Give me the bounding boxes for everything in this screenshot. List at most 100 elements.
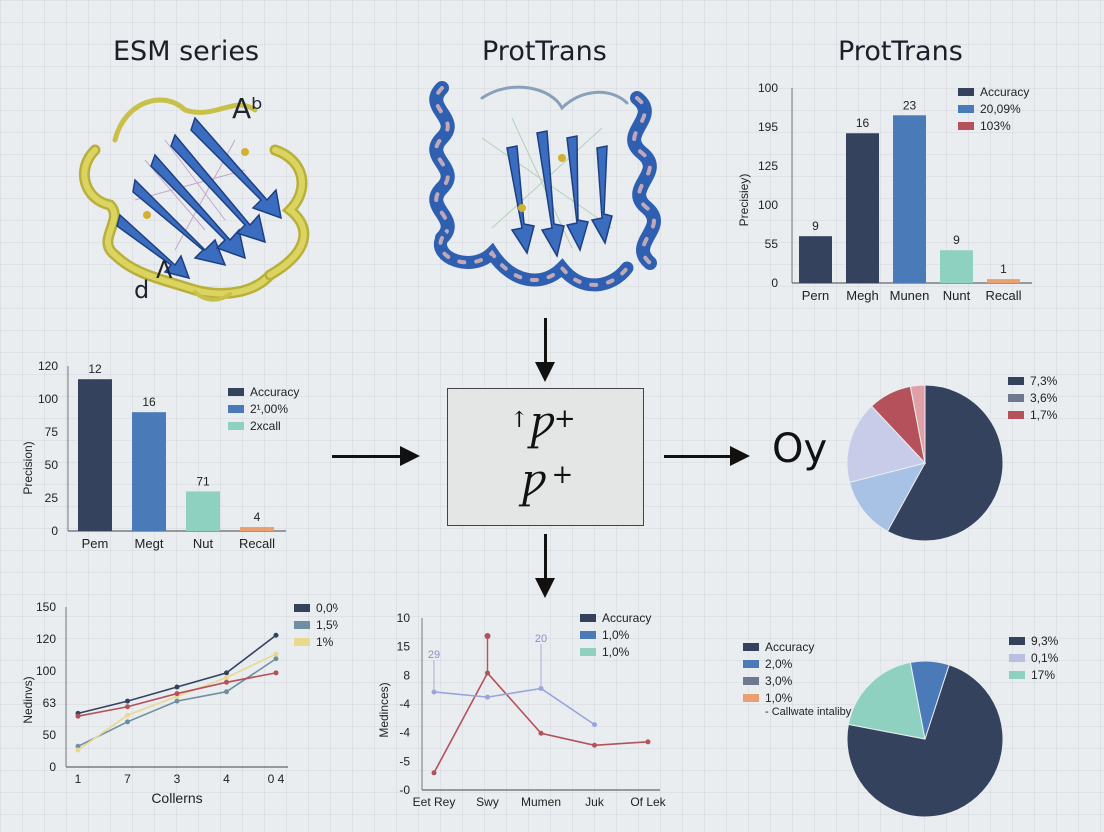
x-tick-label: Megh	[846, 288, 879, 303]
x-tick-label: 1	[75, 772, 82, 786]
x-tick-label: 3	[174, 772, 181, 786]
bar-data-label: 9	[953, 233, 960, 247]
legend-label: 1,7%	[1030, 408, 1058, 422]
formula-line-2: Ƿ +	[520, 460, 573, 508]
legend-swatch	[294, 621, 310, 629]
x-tick-label: Megt	[135, 536, 164, 551]
legend-swatch	[1009, 637, 1025, 645]
legend-label: 3,6%	[1030, 391, 1058, 405]
esm-protein-structure	[78, 97, 310, 302]
y-tick-label: 63	[43, 696, 57, 710]
legend-swatch	[743, 677, 759, 685]
pie-slice	[886, 384, 1004, 542]
spike-point	[484, 633, 491, 639]
legend-label: 103%	[980, 119, 1011, 133]
x-tick-label: 4	[223, 772, 230, 786]
data-point	[75, 747, 81, 753]
legend-label: 1,5%	[316, 618, 338, 632]
y-tick-label: 195	[758, 120, 778, 134]
y-tick-label: 25	[45, 491, 59, 505]
pie-slice	[909, 660, 950, 740]
data-point	[538, 686, 544, 692]
data-point	[592, 722, 597, 728]
arrow-right-left-line	[332, 455, 402, 458]
arrow-right-right-head	[730, 446, 750, 466]
legend-swatch	[1008, 377, 1024, 385]
bar-data-label: 1	[1000, 262, 1007, 276]
y-tick-label: 55	[765, 237, 779, 251]
x-tick-label: Pern	[802, 288, 829, 303]
x-tick-label: Swy	[476, 795, 499, 809]
y-axis-label: Nedinvs)	[21, 676, 35, 723]
data-point	[431, 770, 437, 776]
top-right-bar-chart: 0 55 100 125 195 100 Precisiey) 9 Pern 16 Megh 23 Mu…	[737, 81, 1032, 303]
y-tick-label: 125	[758, 159, 778, 173]
legend-swatch	[958, 88, 974, 96]
protein-label-d: d	[134, 276, 150, 304]
legend-swatch	[580, 648, 596, 656]
legend-label: 1,0%	[602, 628, 630, 642]
bar-data-label: 4	[254, 510, 261, 524]
y-tick-label: 50	[45, 458, 59, 472]
pie-slice	[909, 384, 926, 464]
y-axis-label: Precisiey)	[737, 174, 751, 227]
legend-swatch	[294, 604, 310, 612]
bar	[987, 279, 1020, 283]
arrow-down-top-head	[535, 362, 555, 382]
y-tick-label: 0	[51, 524, 58, 538]
data-point	[224, 689, 229, 695]
arrow-down-top-line	[544, 318, 547, 366]
x-tick-label: Munen	[890, 288, 930, 303]
data-point	[125, 698, 130, 704]
y-tick-label: -4	[399, 697, 410, 711]
data-point	[224, 679, 229, 685]
legend-label: 1%	[316, 635, 334, 649]
pie-slice	[846, 664, 1004, 818]
bottom-center-line-chart: -0 -5 -4 -4 8 15 10 Medinces) Eet Rey Swy Mumen Juk…	[378, 611, 667, 809]
legend-swatch	[1009, 654, 1025, 662]
legend-label: 17%	[1031, 668, 1055, 682]
prottrans-title-right: ProtTrans	[838, 36, 963, 67]
bar-data-label: 16	[856, 116, 870, 130]
legend-swatch	[958, 122, 974, 130]
y-tick-label: 100	[38, 392, 58, 406]
y-axis-label: Medinces)	[378, 682, 391, 737]
formula-sup-2: +	[551, 460, 574, 490]
y-tick-label: -0	[399, 783, 410, 797]
legend-label: 1,0%	[765, 691, 793, 705]
bar	[846, 133, 879, 283]
formula-p-1: Ƿ	[528, 409, 554, 450]
bottom-right-pie-chart: 9,3% 0,1% 17% Accuracy 2,0% 3,0% 1,0%- Callwat…	[743, 634, 1059, 818]
data-point	[592, 742, 597, 748]
legend-label: 2xcall	[250, 419, 281, 433]
x-tick-label: Mumen	[521, 795, 561, 809]
legend-label: 9,3%	[1031, 634, 1059, 648]
legend-label: Accuracy	[980, 85, 1029, 99]
data-point	[224, 675, 229, 681]
data-point	[125, 719, 130, 725]
legend-label: Accuracy	[250, 385, 299, 399]
pie-slice	[848, 462, 926, 533]
bar	[186, 491, 220, 531]
legend-swatch	[228, 422, 244, 430]
data-point	[273, 651, 279, 657]
x-tick-label: Nut	[193, 536, 214, 551]
x-axis-label: Collerns	[151, 790, 202, 806]
series-line	[433, 687, 595, 726]
data-point	[125, 712, 130, 718]
y-tick-label: 120	[38, 359, 58, 373]
x-tick-label: 0 4	[268, 772, 285, 786]
legend-swatch	[743, 660, 759, 668]
y-tick-label: 75	[45, 425, 59, 439]
legend-swatch	[580, 631, 596, 639]
right-pie-chart: 7,3% 3,6% 1,7%	[846, 374, 1058, 542]
output-label: Oy	[772, 426, 828, 472]
y-tick-label: 8	[403, 668, 410, 682]
arrow-down-bottom-line	[544, 534, 547, 582]
formula-line-1: ↑Ƿ+	[510, 404, 576, 450]
y-tick-label: 15	[397, 640, 411, 654]
y-tick-label: 120	[36, 632, 56, 646]
formula-up-arrow: ↑	[510, 408, 529, 433]
legend-label: 2¹,00%	[250, 402, 288, 416]
legend-label: Accuracy	[765, 640, 814, 654]
